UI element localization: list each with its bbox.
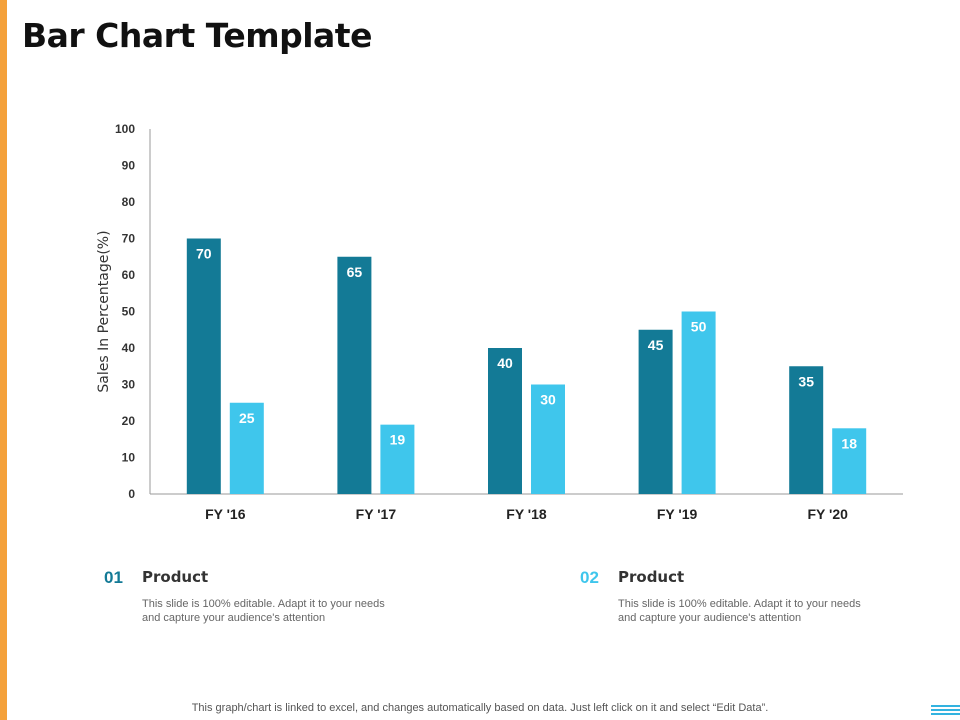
left-accent-bar — [0, 0, 7, 720]
y-tick-label: 30 — [122, 378, 136, 392]
bar-1-1 — [186, 238, 221, 494]
data-label: 40 — [497, 355, 513, 371]
bar-2-3 — [531, 384, 565, 494]
bar-2-4 — [681, 311, 716, 494]
y-tick-label: 50 — [122, 305, 136, 319]
y-tick-label: 40 — [122, 341, 136, 355]
page-title: Bar Chart Template — [22, 16, 372, 55]
x-tick-label: FY '19 — [657, 506, 698, 522]
y-tick-label: 60 — [122, 268, 136, 282]
x-tick-label: FY '17 — [356, 506, 397, 522]
bar-1-4 — [638, 329, 673, 494]
data-label: 30 — [540, 392, 556, 408]
y-tick-label: 90 — [122, 159, 136, 173]
x-tick-label: FY '20 — [807, 506, 848, 522]
legend-heading: Product — [142, 568, 209, 586]
corner-decoration — [931, 705, 960, 717]
bar-1-5 — [789, 366, 824, 494]
legend-heading: Product — [618, 568, 685, 586]
bar-2-5 — [832, 428, 867, 494]
data-label: 70 — [196, 246, 212, 262]
data-label: 50 — [691, 319, 707, 335]
data-label: 25 — [239, 410, 255, 426]
y-tick-label: 20 — [122, 414, 136, 428]
y-axis-label: Sales In Percentage(%) — [96, 230, 112, 392]
y-tick-label: 100 — [115, 122, 135, 136]
data-label: 65 — [347, 264, 363, 280]
legend-number: 01 — [104, 568, 123, 587]
x-tick-label: FY '16 — [205, 506, 246, 522]
footer-note: This graph/chart is linked to excel, and… — [191, 702, 769, 714]
bar-1-2 — [337, 256, 372, 494]
y-tick-label: 0 — [128, 487, 135, 501]
legend-description: This slide is 100% editable. Adapt it to… — [142, 598, 385, 624]
bar-1-3 — [488, 348, 522, 494]
legend-number: 02 — [580, 568, 599, 587]
bar-2-2 — [380, 424, 415, 494]
x-tick-label: FY '18 — [506, 506, 547, 522]
bar-2-1 — [229, 402, 264, 494]
y-tick-label: 80 — [122, 195, 136, 209]
data-label: 45 — [648, 337, 664, 353]
data-label: 18 — [841, 435, 857, 451]
data-label: 35 — [798, 373, 814, 389]
data-label: 19 — [390, 432, 406, 448]
legend-description: This slide is 100% editable. Adapt it to… — [618, 598, 861, 624]
y-tick-label: 10 — [122, 451, 136, 465]
y-tick-label: 70 — [122, 232, 136, 246]
